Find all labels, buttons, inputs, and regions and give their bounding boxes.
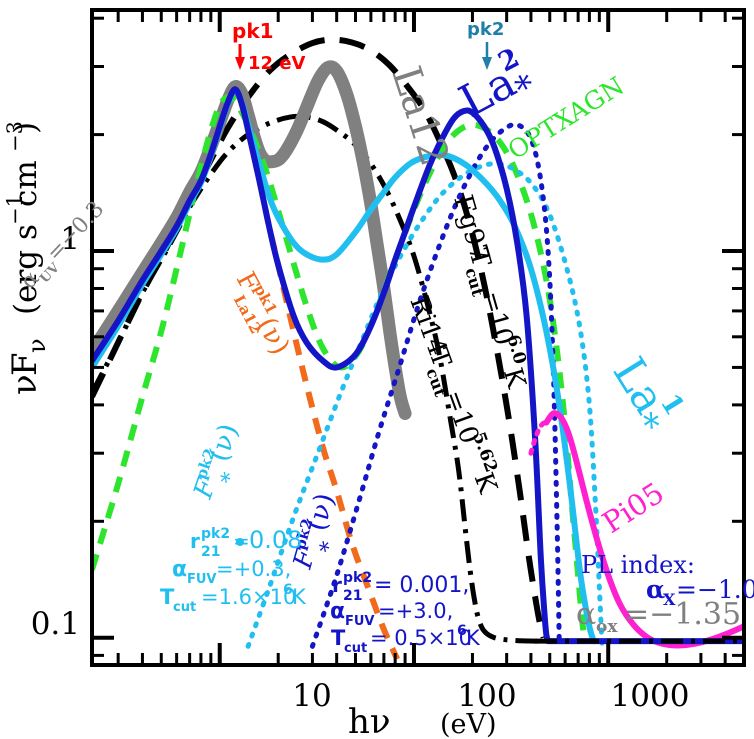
yaxis-nu: ν [5,374,45,395]
curve-la-2 [92,86,552,645]
blue-a-sub: FUV [345,614,375,629]
xaxis-hv: hν [348,702,391,739]
y-axis-title: ν F ν (erg s −1 cm −3 ) [3,121,51,395]
cyan-a-sub: FUV [187,572,217,587]
curve-label-la12: La12 [382,61,457,172]
cyan-value-dot [236,538,244,546]
yaxis-subnu: ν [23,338,51,353]
blue-a-val: =+3.0, [378,599,453,623]
alpha-x-val: =−1.0 [676,575,754,604]
x-axis-title: hν (eV) [348,702,497,739]
xtick-label-10: 10 [292,678,331,714]
curve-label-la1star: La 1 ∗ [603,349,691,441]
pk1-label: pk1 [232,19,274,43]
curve-label-pi05: Pi05 [596,476,670,540]
curve-la12 [92,60,412,421]
cyan-t-sub: cut [173,600,196,615]
alpha-ox-annotation: α ox =−1.35 [576,597,741,637]
blue-r-sym: r [332,573,342,597]
axis-tick-labels: 10 100 1000 1 0.1 [31,221,690,714]
cyan-r-sup: pk2 [201,526,230,542]
blue-r-sup: pk2 [343,570,372,586]
cyan-t-val: =1.6×10 [201,585,296,609]
blue-t-sym: T [331,626,346,650]
alpha-ox-sym: α [576,597,596,632]
f-star-cyan-label: F pk2 ∗ (ν) [188,420,245,503]
xaxis-unit: (eV) [440,709,497,739]
yaxis-units-cm: cm [8,160,44,207]
yaxis-F: F [5,352,45,376]
ytick-label-1: 1 [60,221,80,257]
yaxis-units-close: ) [8,122,44,134]
cyan-t-sym: T [160,585,175,609]
axes-frame [90,8,746,667]
alpha-x-sym: α [646,575,665,604]
alpha-x-sub: X [663,590,676,609]
yaxis-units-open: (erg s [8,224,44,315]
curve-ri14 [92,113,744,644]
curve-f-pk2-cyan- [245,161,605,649]
yaxis-units-exp2: −3 [3,121,27,152]
alpha-ox-val: =−1.35 [624,597,741,632]
la12-text: La12 [382,61,457,172]
f-star-blue-sub: ∗ [310,536,338,557]
yaxis-units-exp1: −1 [3,194,27,225]
cyan-a-val: =+0.3, [216,557,291,581]
cyan-r-sym: r [190,529,200,553]
pl-index-annotation: PL index: α X =−1.0 [581,551,754,609]
pi05-text: Pi05 [596,476,670,540]
f-star-blue-arg: (ν) [301,490,341,535]
pk1-energy-label: 12 eV [248,53,306,74]
ytick-label-0.1: 0.1 [31,606,80,642]
pl-index-text: PL index: [581,551,695,579]
xtick-label-1000: 1000 [611,678,690,714]
blue-t-sub: cut [344,641,367,656]
curve-f-pk2-blue- [309,122,562,649]
curve-label-la2star: La 2 ∗ [451,42,542,127]
data-curves [92,36,744,661]
blue-t-val: = 0.5×10 [370,626,472,650]
cyan-a-sym: α [172,557,187,582]
blue-r-sub: 21 [343,588,362,604]
cyan-r-val: 0.08 [249,526,302,554]
pk2-label: pk2 [467,19,504,40]
blue-t-unit: K [466,626,481,650]
curve-pi05-leadin [528,420,549,456]
cyan-r-sub: 21 [201,544,220,560]
cyan-t-exp: 6 [283,582,293,598]
pk1-marker: pk1 12 eV [232,19,306,74]
blue-a-sym: α [330,599,345,624]
xtick-label-100: 100 [457,678,516,714]
blue-t-exp: 6 [457,623,467,639]
cyan-parameter-block: r pk2 21 = 0.08 α FUV =+0.3, T cut =1.6×… [160,526,307,615]
cyan-t-unit: K [292,585,307,609]
pk2-marker: pk2 [467,19,504,70]
ri14-tcut-unit: K [468,469,503,498]
blue-parameter-block: r pk2 21 = 0.001, α FUV =+3.0, T cut = 0… [330,570,481,656]
blue-r-val: = 0.001, [374,573,469,598]
alpha-ox-sub: ox [596,617,618,637]
